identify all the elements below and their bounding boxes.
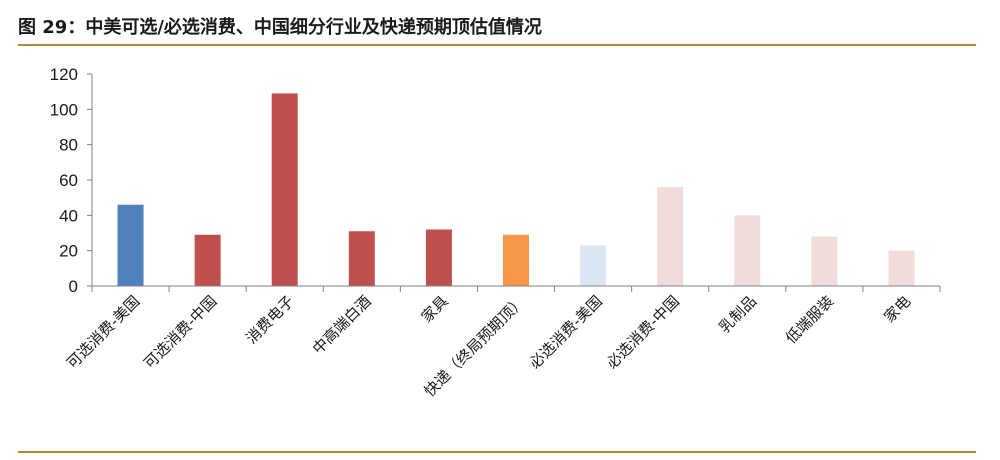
x-tick-label: 可选消费-美国 [63,292,143,372]
y-tick-label: 0 [69,277,78,296]
x-tick-label: 可选消费-中国 [140,292,220,372]
title-rule [18,44,976,46]
y-axis: 0 20 40 60 80 100 120 [50,65,92,296]
y-tick-label: 120 [50,65,78,84]
y-tick-label: 100 [50,100,78,119]
x-tick-label: 乳制品 [716,292,761,337]
bar [194,234,221,286]
bottom-rule [18,451,976,453]
bar [117,204,144,286]
x-tick-label: 家具 [418,292,452,326]
bar [811,236,838,286]
y-tick-label: 60 [59,171,78,190]
x-tick-label: 中高端白酒 [309,292,375,358]
figure-title: 图 29：中美可选/必选消费、中国细分行业及快递预期顶估值情况 [18,17,542,38]
x-tick-label: 必选消费-美国 [526,292,606,372]
y-tick-label: 20 [59,242,78,261]
bar [348,231,375,286]
x-tick-label: 消费电子 [242,292,297,347]
x-tick-label: 必选消费-中国 [603,292,683,372]
bar [734,215,761,286]
bar [425,229,452,286]
x-tick-label: 家电 [880,292,914,326]
y-tick-label: 80 [59,136,78,155]
bar [888,250,915,286]
bar [271,93,298,286]
bars [117,93,915,286]
bar [657,187,684,286]
bar [580,245,607,286]
bar [503,234,529,286]
x-tick-label: 低端服装 [782,292,837,347]
y-tick-label: 40 [59,206,78,225]
